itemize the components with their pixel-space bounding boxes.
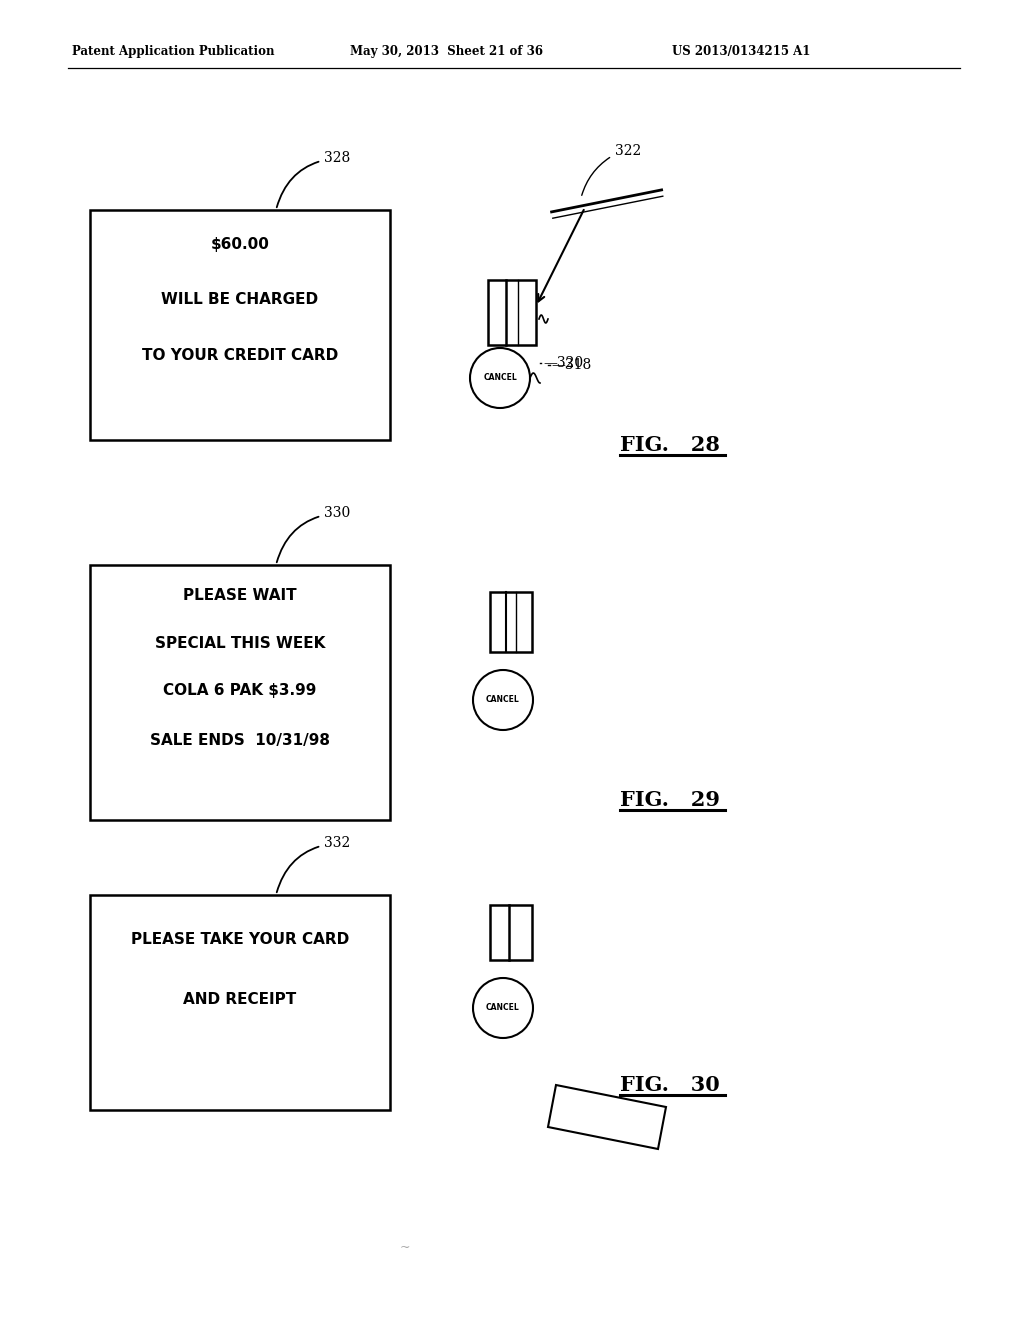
Bar — [490, 906, 532, 960]
Text: 328: 328 — [276, 150, 350, 207]
Text: PLEASE TAKE YOUR CARD: PLEASE TAKE YOUR CARD — [131, 932, 349, 948]
Bar — [90, 895, 390, 1110]
Bar — [90, 210, 390, 440]
Text: ~: ~ — [399, 1242, 411, 1254]
Text: TO YOUR CREDIT CARD: TO YOUR CREDIT CARD — [142, 347, 338, 363]
Text: 322: 322 — [615, 144, 641, 158]
Text: 332: 332 — [276, 836, 350, 892]
Circle shape — [473, 671, 534, 730]
Text: $60.00: $60.00 — [211, 238, 269, 252]
Bar — [488, 280, 536, 345]
Text: CANCEL: CANCEL — [486, 1003, 520, 1012]
Bar — [490, 591, 532, 652]
Text: —320: —320 — [543, 356, 583, 370]
Text: COLA 6 PAK $3.99: COLA 6 PAK $3.99 — [163, 684, 316, 698]
Text: CANCEL: CANCEL — [483, 374, 517, 383]
Text: Patent Application Publication: Patent Application Publication — [72, 45, 274, 58]
Text: FIG.   30: FIG. 30 — [620, 1074, 720, 1096]
Text: CANCEL: CANCEL — [486, 696, 520, 705]
Circle shape — [470, 348, 530, 408]
Circle shape — [473, 978, 534, 1038]
Polygon shape — [548, 1085, 666, 1148]
Text: FIG.   29: FIG. 29 — [620, 789, 720, 810]
Text: WILL BE CHARGED: WILL BE CHARGED — [162, 293, 318, 308]
Text: US 2013/0134215 A1: US 2013/0134215 A1 — [672, 45, 810, 58]
Text: —318: —318 — [551, 358, 591, 372]
Text: 330: 330 — [276, 506, 350, 562]
Text: SPECIAL THIS WEEK: SPECIAL THIS WEEK — [155, 635, 326, 651]
Text: SALE ENDS  10/31/98: SALE ENDS 10/31/98 — [150, 733, 330, 747]
Bar — [90, 565, 390, 820]
Text: AND RECEIPT: AND RECEIPT — [183, 993, 297, 1007]
Text: May 30, 2013  Sheet 21 of 36: May 30, 2013 Sheet 21 of 36 — [350, 45, 543, 58]
Text: FIG.   28: FIG. 28 — [620, 436, 720, 455]
Text: PLEASE WAIT: PLEASE WAIT — [183, 587, 297, 602]
